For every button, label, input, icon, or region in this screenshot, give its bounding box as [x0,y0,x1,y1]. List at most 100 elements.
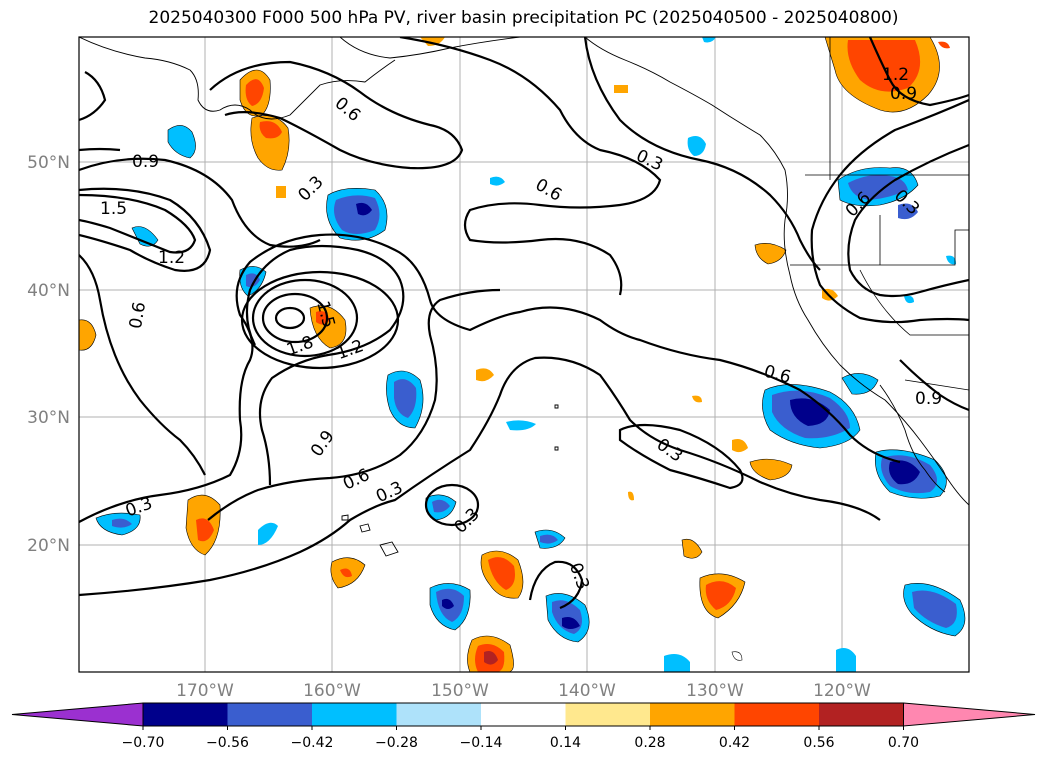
colorbar-segment [650,703,735,726]
precip-blob-positive [938,41,950,49]
hawaii-island [341,514,349,521]
lat-label-50n: 50°N [27,153,70,173]
precip-blob-positive [749,458,793,481]
contour-label: 1.2 [158,248,185,268]
pv-contour-0.3b [207,288,501,521]
colorbar-segment [227,703,313,726]
precip-blob-positive [754,243,787,265]
precip-blob-negative [912,590,957,628]
longitude-labels: 170°W 160°W 150°W 140°W 130°W 120°W [176,681,871,701]
precip-blob-negative [836,648,856,672]
pv-contour-0.3-gulf [399,37,662,296]
pv-contour-1.2 [240,270,400,370]
pv-contour-0.3-ring [424,483,480,527]
precip-blob-negative [442,598,454,609]
precip-blob-positive [420,37,445,46]
colorbar-extend-min [11,702,144,727]
hawaii-island [359,523,371,533]
island [554,446,559,451]
precip-blob-negative [731,651,743,661]
pv-contour-0.9-se [899,359,969,412]
pv-contour-1.8 [261,292,329,344]
precip-blob-negative [687,136,706,156]
lon-label-140w: 140°W [558,681,616,701]
colorbar-frame [142,702,904,727]
map-background [79,37,969,672]
colorbar-segment [565,703,651,726]
contour-label: 1.5 [100,199,127,219]
colorbar-tick-label: 0.14 [550,735,581,751]
pv-contour-0.6-west [79,254,206,476]
precip-blob-positive [476,368,494,382]
pv-contour-0.9 [245,244,405,486]
contour-label: 1.2 [882,65,909,85]
lat-label-40n: 40°N [27,281,70,301]
precip-blob-positive [488,557,515,590]
precip-blob-negative [356,202,372,216]
north-america-coastline [584,37,969,506]
precip-blob-negative [394,379,417,418]
pv-contour-0.6-ne [810,98,969,324]
lon-label-160w: 160°W [303,681,361,701]
colorbar-segment [396,703,482,726]
colorbar-extend-max [903,702,1036,727]
colorbar-tick-label: 0.56 [803,735,834,751]
colorbar-tick-label: −0.42 [291,735,334,751]
precip-blob-negative [432,499,450,513]
precip-blob-negative [112,518,132,528]
precip-blob-positive [259,121,282,139]
contour-label: 0.6 [126,300,150,330]
pv-contour-0.3-south [528,560,584,610]
precip-blob-positive [628,491,634,501]
us-mexico-border [904,379,969,391]
pv-contour-0.6-gulf [209,60,464,170]
colorbar-segment [734,703,820,726]
colorbar-tick-label: 0.42 [719,735,750,751]
colorbar-segment [143,703,228,726]
precip-blob-positive [276,186,286,198]
precip-blob-negative [562,617,580,629]
colorbar-segment [819,703,904,726]
colorbar-tick-label: −0.70 [122,735,165,751]
lon-label-170w: 170°W [176,681,234,701]
state-border [790,229,969,266]
contour-label: 0.9 [890,84,917,104]
pv-contour-1.5-north [79,193,197,254]
pv-contour-1.2-north [79,187,212,272]
precip-blob-negative [946,255,956,265]
precip-blob-positive [732,439,748,453]
pv-contour-0.9-ne [847,143,969,298]
precip-blob-negative [334,195,380,234]
pv-contours [79,37,969,610]
contour-label: 0.9 [132,152,159,172]
graticule [79,37,969,672]
precip-blob-positive [79,319,97,351]
precip-blob-negative [490,176,505,186]
pv-contour-0.6 [79,233,901,523]
colorbar-tick-label: 0.70 [888,735,919,751]
hawaii-island [379,541,399,557]
pv-contour-2.1 [274,306,306,330]
precip-blob-negative [889,460,920,485]
precip-blob-positive [484,651,498,665]
baja-coastline [879,384,946,493]
pv-contour-0.3-ne [583,37,821,271]
precip-blob-negative [702,37,716,43]
colorbar-tick-label: −0.14 [460,735,503,751]
map-frame [78,36,970,673]
lat-label-20n: 20°N [27,536,70,556]
contour-label: 0.9 [915,389,942,409]
precip-blob-negative [904,295,914,304]
island [554,404,559,409]
precip-shading [79,37,966,672]
pv-contour [79,147,121,152]
precip-blob-negative [506,420,536,431]
precip-blob-negative [898,203,918,220]
lon-label-150w: 150°W [431,681,489,701]
precip-blob-negative [167,125,196,159]
colorbar-tick-label: −0.28 [375,735,418,751]
precip-blob-positive [245,79,264,106]
precip-blob-negative [540,534,558,544]
precip-blob-positive [681,538,703,559]
